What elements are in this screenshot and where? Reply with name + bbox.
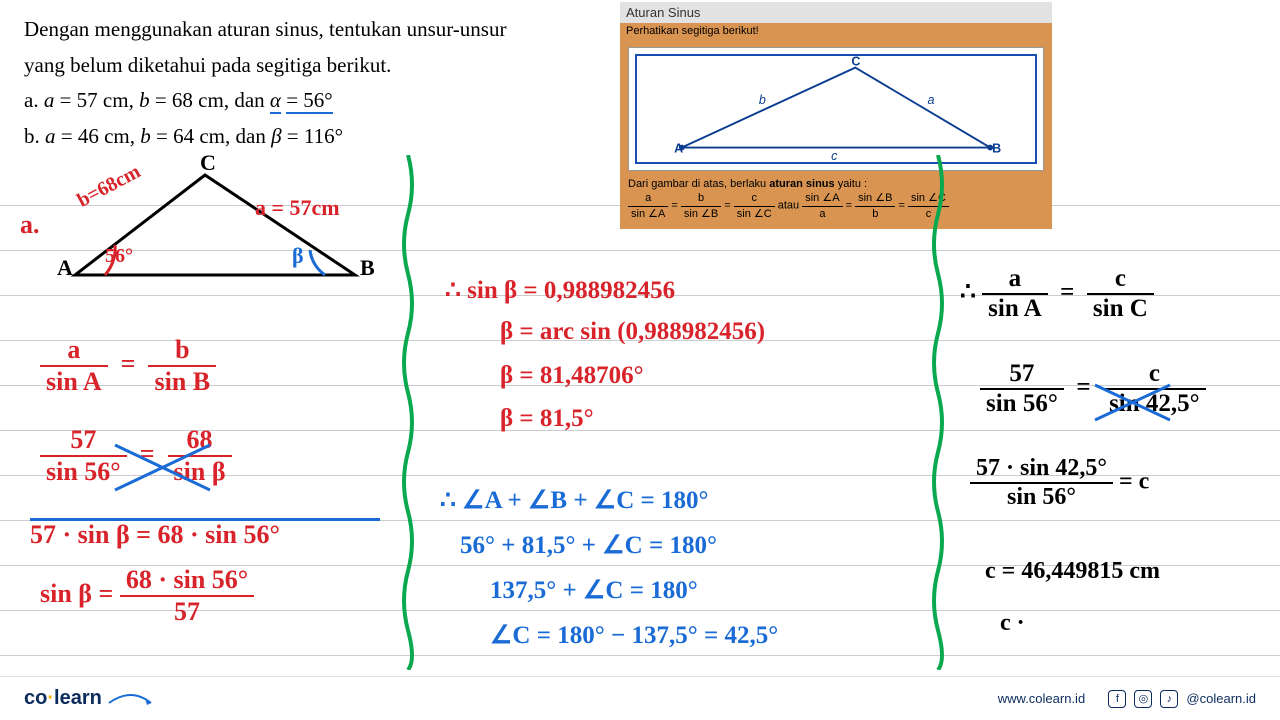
hw-mid6: 56° + 81,5° + ∠C = 180° [460,530,717,560]
hw-eq3: 57 · sin β = 68 · sin 56° [30,520,280,550]
hw-r3: 57 · sin 42,5°sin 56° = c [970,455,1149,511]
hw-r1: ∴ asin A = csin C [960,265,1154,323]
hw-B: B [360,255,375,281]
q-a-1: a [44,88,55,112]
tiktok-icon: ♪ [1160,690,1178,708]
ref-f-pre: Dari gambar di atas, berlaku [628,178,769,190]
ref-body: A B C b a c Dari gambar di atas, berlaku… [620,39,1052,229]
hw-mid2: β = arc sin (0,988982456) [500,318,765,346]
question-block: Dengan menggunakan aturan sinus, tentuka… [24,14,614,156]
ref-triangle-frame: A B C b a c [628,47,1044,171]
q-b-pre: b. [24,124,45,148]
hw-mid1: ∴ sin β = 0,988982456 [445,275,675,305]
cross-mark-icon [110,440,230,500]
q-item-a: a. a = 57 cm, b = 68 cm, dan α = 56° [24,85,614,117]
svg-text:C: C [851,56,860,69]
cross-mark-2-icon [1090,380,1190,430]
hw-mid3: β = 81,48706° [500,362,644,390]
logo: co·learn [24,687,155,710]
logo-swoosh-icon [107,689,155,709]
hw-mid5: ∴ ∠A + ∠B + ∠C = 180° [440,485,709,515]
reference-panel: Aturan Sinus Perhatikan segitiga berikut… [620,2,1052,229]
q-a-2: = 57 cm, [60,88,140,112]
hw-mid7: 137,5° + ∠C = 180° [490,575,698,605]
hw-r5: c · [1000,610,1025,637]
svg-text:B: B [992,141,1001,155]
separator-1 [400,155,416,670]
hw-56: 56° [105,245,133,268]
hw-mid4: β = 81,5° [500,405,594,433]
logo-dot: · [47,687,54,709]
ref-title: Aturan Sinus [620,2,1052,23]
logo-1: co [24,687,47,709]
q-item-b: b. a = 46 cm, b = 64 cm, dan β = 116° [24,121,614,153]
ref-subtitle: Perhatikan segitiga berikut! [620,23,1052,39]
underline-1 [30,518,380,521]
q-b-1: a [45,124,56,148]
footer-handle: @colearn.id [1186,691,1256,706]
q-b-2: = 46 cm, [61,124,141,148]
q-a-5: α [270,88,281,114]
hw-a-side: a = 57cm [255,195,340,221]
svg-text:a: a [928,93,935,107]
hw-A: A [57,255,73,281]
svg-text:c: c [831,149,838,162]
hw-beta: β [292,243,304,269]
q-a-6: = 56° [286,88,333,114]
facebook-icon: f [1108,690,1126,708]
q-b-4: = 64 cm, dan [156,124,271,148]
ref-triangle: A B C b a c [635,54,1037,164]
hw-C: C [200,150,216,176]
separator-2 [930,155,946,670]
q-line2: yang belum diketahui pada segitiga berik… [24,50,614,82]
q-line1: Dengan menggunakan aturan sinus, tentuka… [24,14,614,46]
q-b-6: = 116° [287,124,343,148]
hw-eq1: asin A = bsin B [40,335,216,397]
hw-a-label: a. [20,210,40,240]
q-a-4: = 68 cm, dan [155,88,270,112]
q-b-3: b [140,124,151,148]
hw-mid8: ∠C = 180° − 137,5° = 42,5° [490,620,778,650]
ref-formula: Dari gambar di atas, berlaku aturan sinu… [628,177,1044,221]
hw-r4: c = 46,449815 cm [985,558,1160,585]
ref-triangle-svg: A B C b a c [637,56,1035,162]
hw-eq4: sin β = 68 · sin 56°57 [40,565,254,627]
ref-f-bold: aturan sinus [769,178,834,190]
instagram-icon: ◎ [1134,690,1152,708]
ref-atau: atau [778,200,802,212]
q-b-5: β [271,124,281,148]
footer-right: www.colearn.id f ◎ ♪ @colearn.id [998,690,1256,708]
ref-f-post: yaitu : [838,178,867,190]
footer: co·learn www.colearn.id f ◎ ♪ @colearn.i… [0,676,1280,720]
logo-2: learn [54,687,102,709]
q-a-3: b [139,88,150,112]
footer-url: www.colearn.id [998,691,1085,706]
q-a-pre: a. [24,88,44,112]
svg-text:b: b [759,93,766,107]
